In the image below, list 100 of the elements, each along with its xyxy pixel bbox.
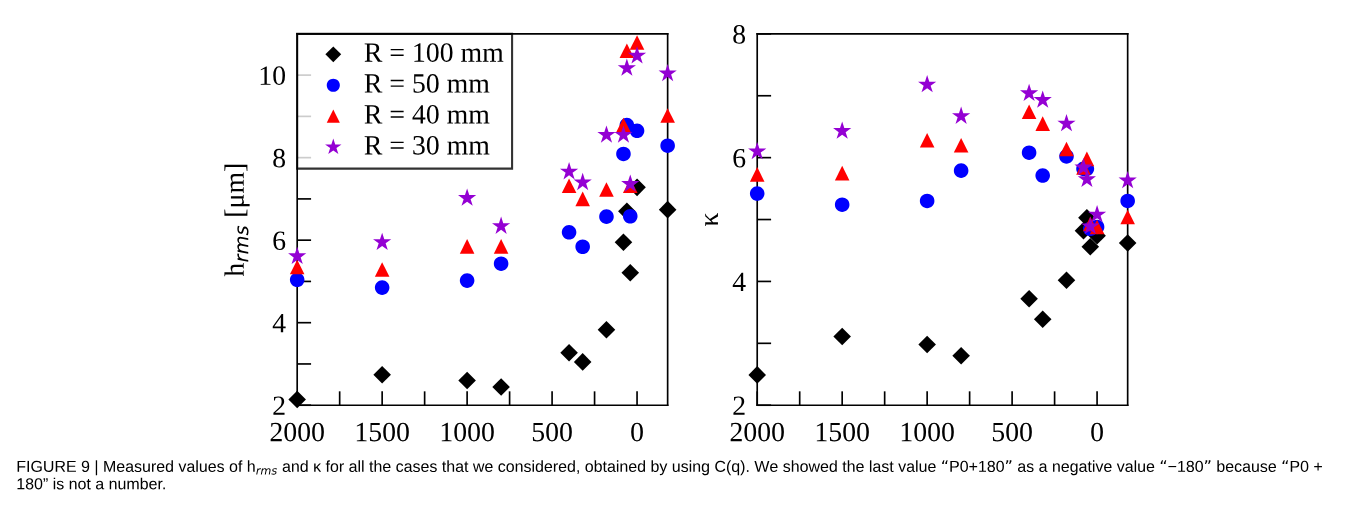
point [952, 106, 971, 124]
point [614, 125, 633, 143]
point [373, 232, 392, 250]
point [493, 256, 509, 271]
point [599, 182, 614, 197]
x-tick-label: 500 [532, 422, 572, 442]
point [918, 335, 936, 354]
point [492, 378, 510, 396]
point [373, 365, 391, 384]
point [1020, 289, 1038, 308]
y-tick-label: 6 [733, 148, 746, 168]
y-tick-label: 6 [273, 231, 286, 251]
point [561, 225, 577, 240]
point [1118, 170, 1137, 189]
point [1118, 234, 1137, 252]
y-tick-label: 2 [273, 396, 285, 415]
text: FIGURE 9 | Measured values of h$_{rms}$ and κ for all the cases that we considered, obtained by using C(q). We showed the last value “P0+180” as a negative value “−180” because “P0 + 180” is not a number. [17, 460, 1322, 490]
point [1021, 145, 1037, 160]
point [629, 35, 645, 50]
point [833, 121, 852, 139]
x-tick-label: 0 [1091, 422, 1103, 442]
point [748, 141, 767, 160]
y-tick-label: 8 [733, 25, 746, 44]
point [374, 280, 390, 295]
y-tick-label: 4 [732, 272, 746, 292]
y-tick-label: 4 [272, 314, 286, 333]
point [1035, 168, 1050, 183]
x-tick-label: 0 [631, 422, 643, 442]
point [573, 353, 592, 371]
x-tick-label: 500 [992, 422, 1032, 442]
point [629, 123, 645, 139]
point [1059, 141, 1074, 157]
point [617, 58, 636, 76]
point [660, 108, 675, 123]
point [1057, 114, 1076, 132]
point [493, 239, 509, 254]
point [658, 63, 677, 82]
point [616, 146, 631, 162]
point [459, 239, 475, 254]
point [952, 346, 970, 365]
point [1057, 271, 1076, 289]
point [597, 125, 616, 143]
point [492, 216, 511, 234]
y-tick-label: 10 [260, 66, 286, 86]
point [575, 239, 590, 255]
point [289, 259, 305, 275]
point [560, 344, 578, 362]
point [627, 46, 647, 64]
point [1087, 205, 1107, 223]
point [621, 174, 640, 192]
y-axis-title: κ [705, 212, 718, 226]
point [1033, 90, 1052, 108]
point [834, 165, 850, 181]
point [597, 320, 616, 339]
point [459, 273, 475, 288]
point [1035, 116, 1050, 131]
point [953, 137, 969, 153]
legend-label: R = 30 mm [364, 135, 490, 155]
point [599, 209, 614, 224]
point [1020, 83, 1039, 102]
point [458, 188, 477, 206]
point [1077, 169, 1096, 188]
point [658, 200, 677, 219]
x-tick-label: 1500 [816, 422, 869, 442]
point [1033, 310, 1052, 328]
point [573, 172, 592, 191]
point [288, 390, 306, 409]
point [918, 75, 937, 93]
y-axis-title: h$_{rms}$ [μm] [224, 164, 250, 277]
point [919, 133, 935, 148]
point [660, 138, 675, 153]
point [559, 162, 579, 180]
point [834, 197, 850, 212]
point [288, 246, 307, 264]
y-tick-label: 8 [273, 148, 286, 168]
point [919, 193, 935, 209]
x-tick-label: 1000 [901, 422, 954, 442]
legend-label: R = 40 mm [364, 104, 490, 124]
point [833, 327, 851, 346]
legend-label: R = 50 mm [364, 74, 490, 93]
point [749, 186, 765, 201]
y-tick-label: 2 [733, 396, 745, 415]
point [1081, 237, 1100, 256]
point [1021, 104, 1037, 120]
point [622, 208, 638, 224]
point [621, 263, 640, 282]
point [1120, 193, 1135, 209]
point [619, 43, 635, 59]
point [575, 191, 590, 207]
x-tick-label: 2000 [270, 422, 324, 442]
point [1120, 209, 1135, 225]
point [614, 233, 633, 252]
point [458, 371, 476, 390]
point [748, 366, 766, 384]
point [749, 167, 765, 182]
point [289, 272, 305, 288]
point [561, 178, 577, 193]
x-tick-label: 2000 [730, 422, 784, 442]
point [374, 262, 390, 277]
point [953, 163, 969, 178]
